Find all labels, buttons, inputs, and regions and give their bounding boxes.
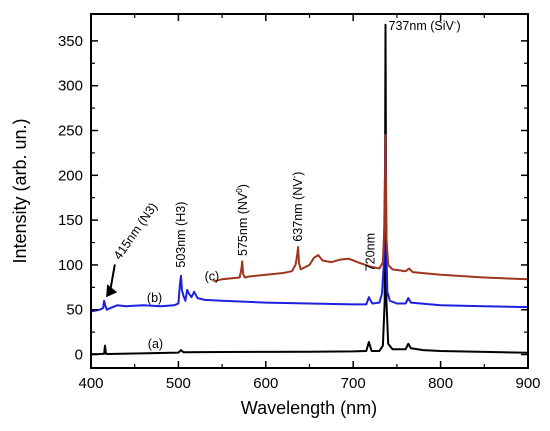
- x-tick-label: 900: [515, 375, 540, 392]
- annotation-siv: 737nm (SiV-): [389, 18, 461, 33]
- y-axis-label: Intensity (arb. un.): [10, 118, 30, 263]
- annotation-peak-1: 503nm (H3): [174, 202, 188, 268]
- annotation-peak-3: 637nm (NV-): [290, 172, 305, 242]
- x-axis-label: Wavelength (nm): [241, 398, 377, 418]
- y-tick-label: 200: [58, 167, 83, 184]
- series-layer: [90, 23, 529, 356]
- series-line-2: [213, 134, 529, 283]
- x-tick-label: 500: [166, 375, 191, 392]
- series-line-0: [90, 23, 529, 356]
- y-tick-label: 350: [58, 33, 83, 50]
- x-tick-label: 700: [341, 375, 366, 392]
- curve-label-2: (c): [205, 270, 220, 284]
- annotation-n3: 415nm (N3): [111, 200, 160, 262]
- arrow-n3: [109, 264, 116, 292]
- y-tick-label: 250: [58, 123, 83, 140]
- y-tick-label: 150: [58, 212, 83, 229]
- curve-label-1: (b): [147, 291, 162, 305]
- y-tick-label: 50: [66, 302, 83, 319]
- y-tick-label: 0: [75, 347, 83, 364]
- x-tick-label: 800: [428, 375, 453, 392]
- annotation-peak-4: 720nm: [364, 233, 378, 271]
- arrow-head-n3: [106, 284, 118, 298]
- ticks-layer: 400 500 600 700 800 900 0 50 100 150 200 250 300 350: [58, 14, 541, 392]
- y-tick-label: 100: [58, 257, 83, 274]
- curve-label-0: (a): [148, 337, 163, 351]
- series-line-1: [90, 134, 529, 313]
- annotation-peak-2: 575nm (NV0): [235, 184, 250, 256]
- x-tick-label: 600: [253, 375, 278, 392]
- x-tick-label: 400: [78, 375, 103, 392]
- plot-frame: [90, 13, 529, 369]
- y-tick-label: 300: [58, 78, 83, 95]
